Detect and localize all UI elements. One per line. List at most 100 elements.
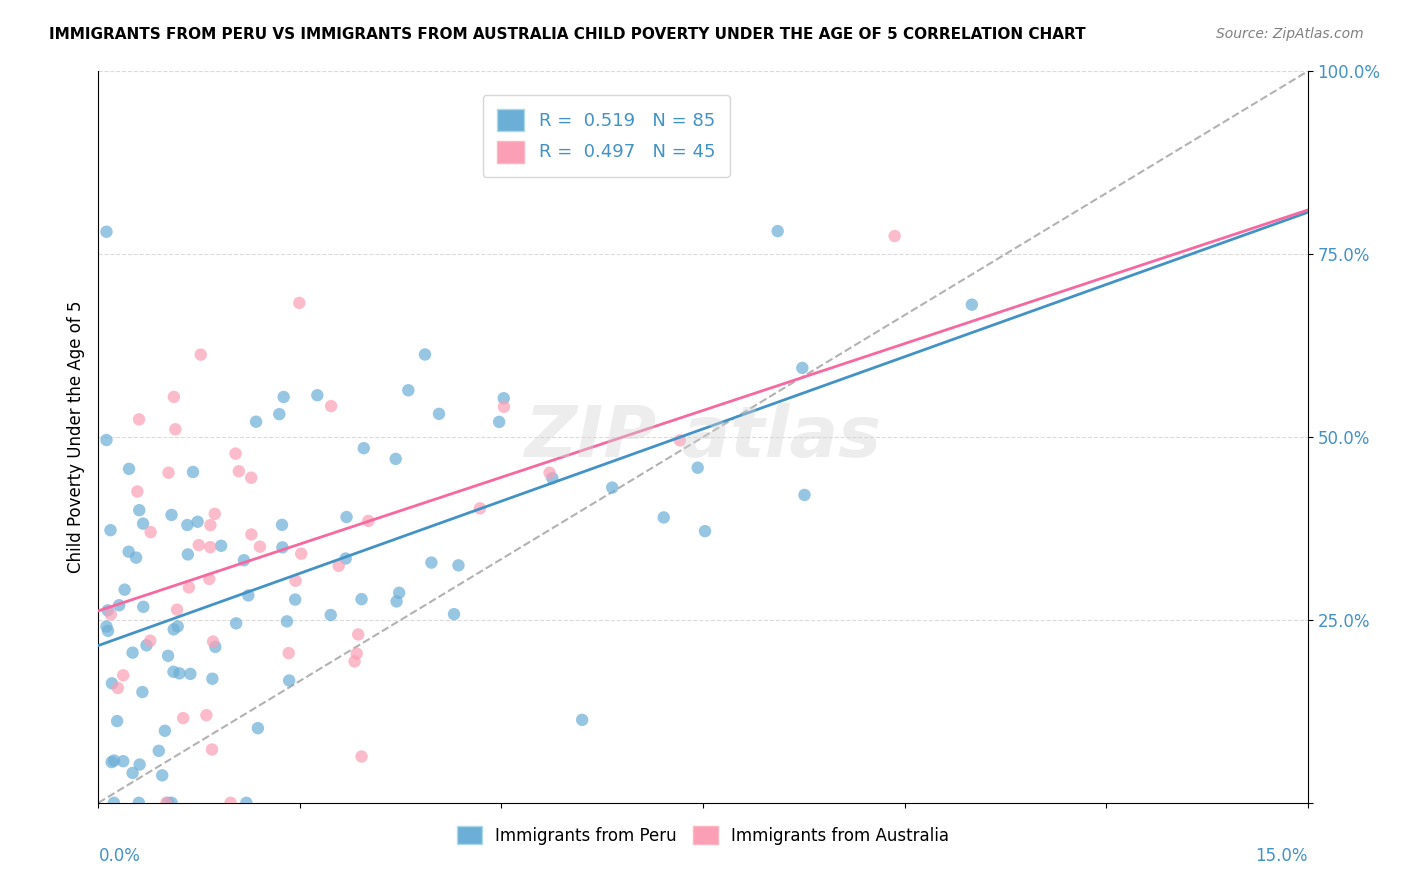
peru	[335, 510, 357, 524]
peru	[273, 390, 295, 404]
peru	[179, 666, 201, 681]
peru	[97, 603, 120, 617]
peru	[112, 754, 135, 768]
australia	[219, 796, 242, 810]
australia	[240, 471, 263, 485]
peru	[246, 721, 269, 735]
australia	[669, 434, 692, 448]
peru	[132, 599, 155, 614]
peru	[131, 685, 153, 699]
australia	[357, 514, 380, 528]
peru	[163, 623, 186, 637]
australia	[347, 627, 370, 641]
peru	[413, 347, 436, 361]
peru	[792, 360, 814, 375]
peru	[105, 714, 128, 728]
australia	[172, 711, 194, 725]
Text: Source: ZipAtlas.com: Source: ZipAtlas.com	[1216, 27, 1364, 41]
australia	[225, 447, 247, 461]
peru	[278, 673, 301, 688]
australia	[187, 538, 209, 552]
australia	[284, 574, 307, 588]
peru	[652, 510, 675, 524]
peru	[201, 672, 224, 686]
peru	[181, 465, 204, 479]
peru	[209, 539, 232, 553]
australia	[177, 581, 200, 595]
peru	[793, 488, 815, 502]
peru	[385, 594, 408, 608]
peru	[271, 517, 294, 532]
peru	[693, 524, 716, 538]
peru	[447, 558, 470, 573]
Text: 0.0%: 0.0%	[98, 847, 141, 864]
peru	[488, 415, 510, 429]
australia	[165, 422, 187, 436]
peru	[271, 541, 294, 555]
australia	[346, 647, 368, 661]
australia	[328, 558, 350, 573]
peru	[128, 757, 150, 772]
peru	[96, 433, 118, 447]
peru	[153, 723, 176, 738]
australia	[100, 607, 122, 622]
peru	[128, 796, 150, 810]
australia	[201, 742, 224, 756]
peru	[176, 518, 198, 533]
peru	[148, 744, 170, 758]
australia	[163, 390, 186, 404]
australia	[240, 527, 263, 541]
australia	[139, 525, 162, 540]
peru	[166, 619, 188, 633]
peru	[235, 796, 257, 810]
peru	[108, 599, 131, 613]
peru	[101, 676, 124, 690]
australia	[538, 466, 561, 480]
australia	[204, 507, 226, 521]
peru	[125, 550, 148, 565]
peru	[427, 407, 450, 421]
australia	[202, 634, 225, 648]
Text: 15.0%: 15.0%	[1256, 847, 1308, 864]
peru	[160, 508, 183, 522]
australia	[195, 708, 218, 723]
peru	[396, 384, 419, 398]
peru	[204, 640, 226, 654]
peru	[118, 462, 141, 476]
australia	[319, 399, 342, 413]
peru	[128, 503, 150, 517]
peru	[135, 638, 157, 652]
peru	[238, 589, 260, 603]
australia	[157, 466, 180, 480]
australia	[492, 400, 515, 414]
australia	[288, 296, 311, 310]
peru	[766, 224, 789, 238]
peru	[353, 441, 375, 455]
peru	[100, 523, 122, 537]
Text: IMMIGRANTS FROM PERU VS IMMIGRANTS FROM AUSTRALIA CHILD POVERTY UNDER THE AGE OF: IMMIGRANTS FROM PERU VS IMMIGRANTS FROM …	[49, 27, 1085, 42]
australia	[200, 518, 222, 533]
australia	[277, 646, 299, 660]
australia	[112, 668, 135, 682]
peru	[103, 754, 125, 768]
peru	[156, 796, 179, 810]
peru	[162, 665, 184, 679]
australia	[350, 749, 373, 764]
australia	[166, 602, 188, 616]
peru	[100, 755, 122, 769]
australia	[128, 412, 150, 426]
peru	[492, 391, 515, 405]
peru	[118, 544, 141, 558]
australia	[343, 655, 366, 669]
australia	[883, 229, 905, 244]
australia	[127, 484, 149, 499]
australia	[249, 540, 271, 554]
peru	[960, 298, 983, 312]
peru	[96, 225, 118, 239]
peru	[350, 592, 373, 607]
peru	[103, 796, 125, 810]
peru	[335, 551, 357, 566]
australia	[290, 547, 312, 561]
peru	[225, 616, 247, 631]
peru	[307, 388, 329, 402]
